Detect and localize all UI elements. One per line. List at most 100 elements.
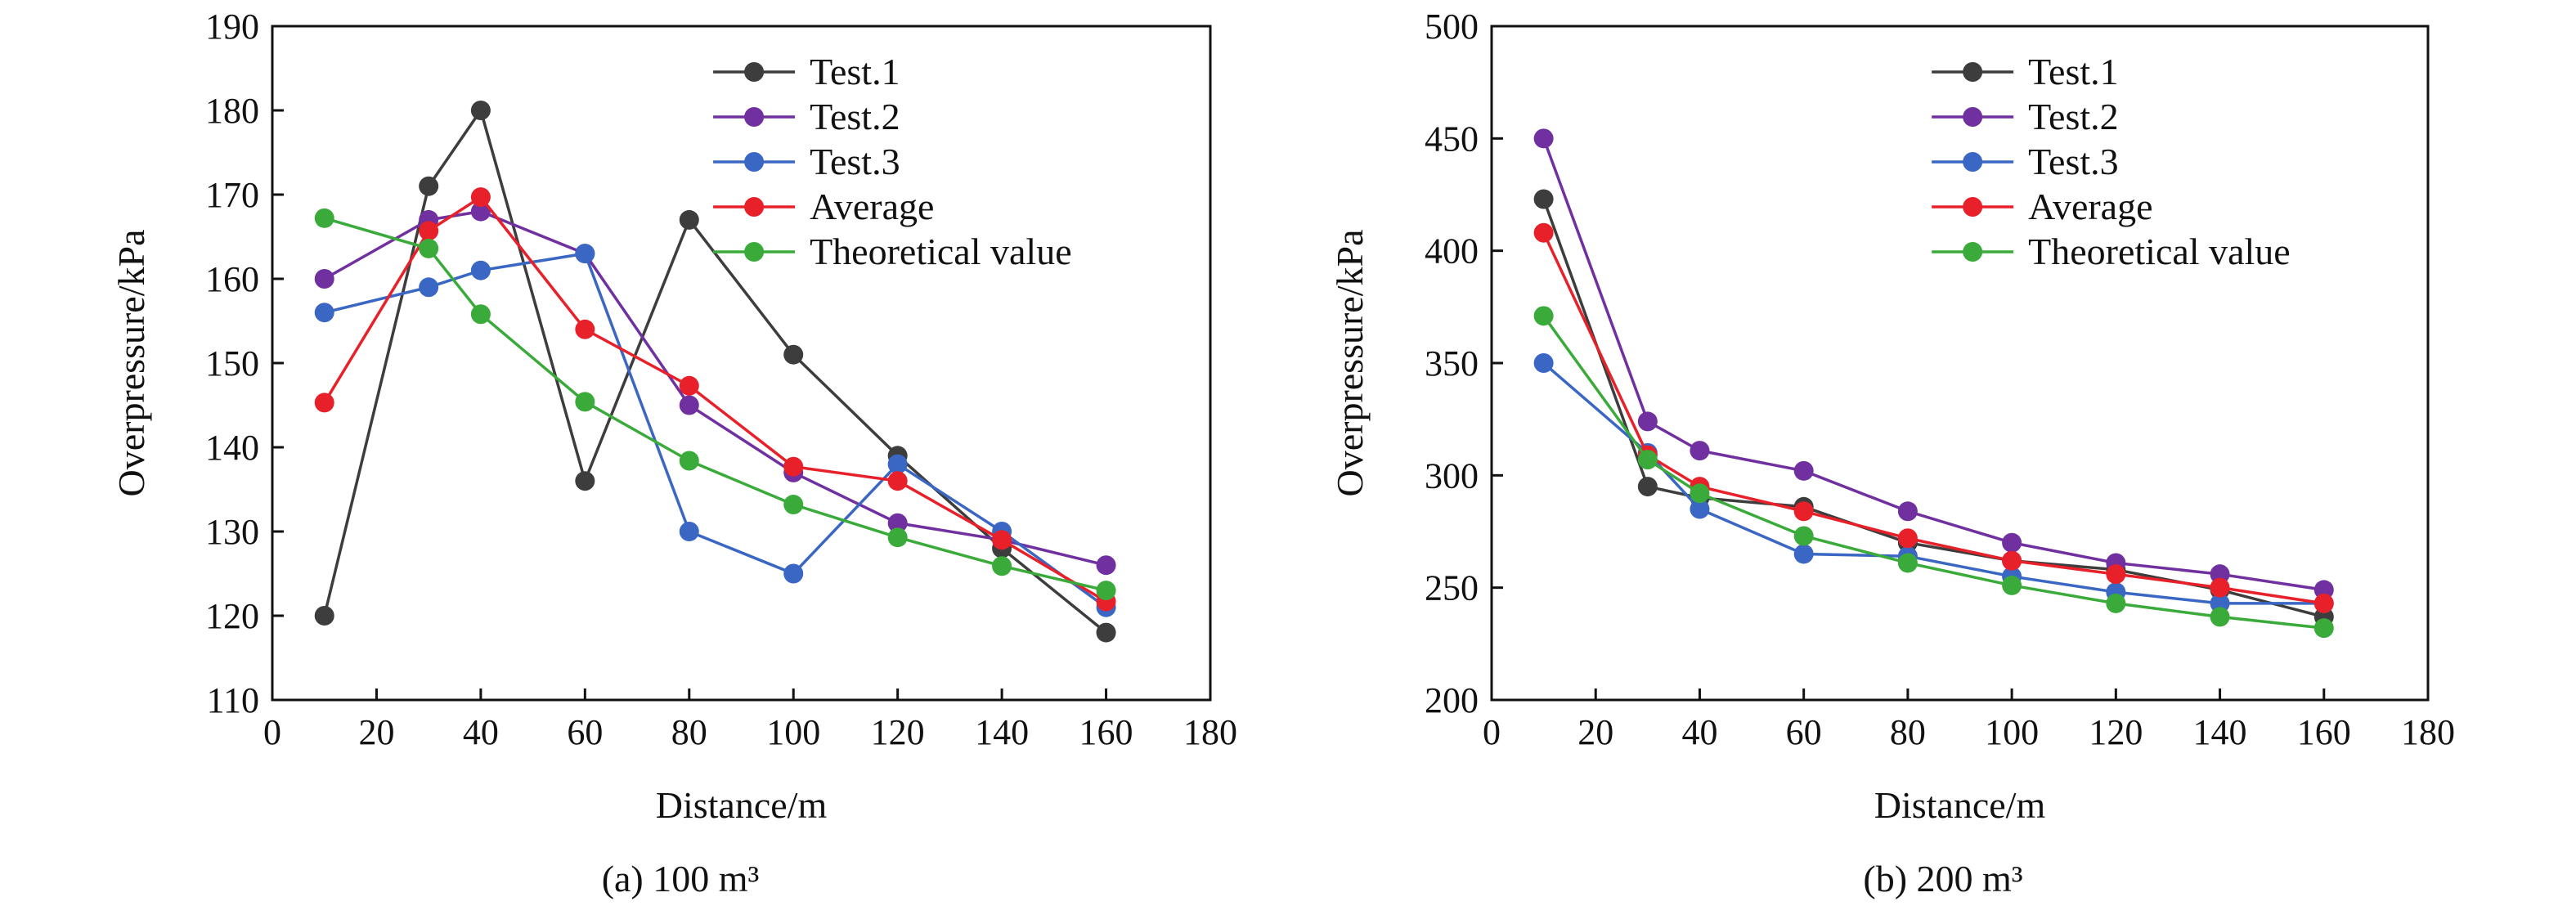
data-point (1793, 526, 1814, 546)
data-point (783, 563, 804, 584)
y-tick-label: 500 (1425, 7, 1479, 47)
x-tick-label: 40 (1681, 712, 1717, 752)
data-point (1897, 501, 1918, 522)
data-point (1533, 353, 1554, 373)
data-point (1637, 411, 1658, 432)
data-point (887, 513, 908, 533)
data-point (1533, 306, 1554, 326)
data-point (679, 375, 699, 396)
legend-marker (1963, 152, 1983, 172)
data-point (2002, 575, 2022, 595)
legend-marker (744, 152, 765, 172)
legend-marker (744, 197, 765, 217)
data-point (679, 209, 699, 230)
legend-label: Theoretical value (2028, 231, 2291, 272)
data-point (783, 456, 804, 477)
data-point (2210, 577, 2230, 598)
legend-label: Average (2028, 186, 2152, 227)
y-tick-label: 140 (205, 428, 259, 468)
chart-1: 0 20 40 60 80 100 120 140 160 180 200 250 300 350 400 4… (1329, 7, 2455, 899)
data-point (2313, 618, 2334, 639)
y-tick-label: 350 (1425, 343, 1479, 383)
data-point (1793, 460, 1814, 481)
data-point (575, 319, 595, 339)
data-point (419, 221, 439, 241)
x-tick-label: 120 (871, 712, 925, 752)
data-point (2313, 593, 2334, 613)
y-tick-label: 450 (1425, 119, 1479, 159)
legend-label: Theoretical value (810, 231, 1072, 272)
legend-marker (1963, 107, 1983, 127)
x-tick-label: 140 (975, 712, 1029, 752)
legend-marker (1963, 197, 1983, 217)
data-point (1533, 189, 1554, 209)
y-tick-label: 300 (1425, 455, 1479, 496)
data-point (1637, 450, 1658, 470)
legend-marker (744, 107, 765, 127)
data-point (1690, 441, 1710, 461)
legend-label: Test.2 (2028, 96, 2119, 137)
data-point (1096, 581, 1116, 601)
data-point (783, 344, 804, 365)
data-point (1690, 483, 1710, 504)
legend-label: Test.1 (2028, 51, 2119, 92)
data-point (887, 527, 908, 548)
y-tick-label: 190 (205, 7, 259, 47)
x-tick-label: 100 (766, 712, 820, 752)
data-point (470, 187, 491, 208)
legend-marker (1963, 242, 1983, 262)
y-tick-label: 170 (205, 175, 259, 215)
series-line (323, 106, 1107, 634)
data-point (575, 471, 595, 491)
data-point (314, 606, 334, 626)
y-tick-label: 180 (205, 91, 259, 131)
legend-label: Test.3 (810, 141, 900, 182)
x-tick-label: 80 (671, 712, 707, 752)
data-point (992, 556, 1012, 576)
plot-frame (271, 25, 1212, 702)
y-tick-label: 130 (205, 512, 259, 552)
data-point (314, 208, 334, 228)
legend-label: Test.2 (810, 96, 900, 137)
y-tick-label: 150 (205, 343, 259, 383)
data-point (419, 176, 439, 196)
series-line (1542, 315, 2324, 630)
y-tick-label: 400 (1425, 231, 1479, 271)
data-point (314, 392, 334, 413)
x-tick-label: 180 (2401, 712, 2455, 752)
y-tick-label: 160 (205, 259, 259, 299)
data-point (1096, 555, 1116, 576)
x-tick-label: 60 (1786, 712, 1822, 752)
data-point (419, 277, 439, 298)
data-point (1096, 622, 1116, 643)
x-tick-label: 160 (2297, 712, 2351, 752)
data-point (2002, 550, 2022, 571)
x-tick-label: 80 (1890, 712, 1926, 752)
legend-label: Average (810, 186, 934, 227)
data-point (783, 495, 804, 515)
x-tick-label: 60 (567, 712, 603, 752)
data-point (1690, 499, 1710, 519)
x-tick-label: 140 (2193, 712, 2247, 752)
data-point (887, 454, 908, 474)
y-axis-title: Overpressure/kPa (110, 229, 152, 496)
legend-marker (1963, 62, 1983, 82)
data-point (2210, 564, 2230, 585)
data-point (679, 395, 699, 415)
y-tick-label: 200 (1425, 680, 1479, 720)
legend-label: Test.3 (2028, 141, 2119, 182)
x-tick-label: 0 (263, 712, 281, 752)
legend-marker (744, 242, 765, 262)
x-tick-label: 180 (1183, 712, 1237, 752)
x-tick-label: 100 (1985, 712, 2039, 752)
data-point (887, 471, 908, 491)
x-axis-title: Distance/m (656, 784, 828, 826)
y-tick-label: 250 (1425, 568, 1479, 608)
figure-caption: (b) 200 m³ (1863, 858, 2022, 899)
data-point (575, 392, 595, 412)
data-point (2106, 564, 2126, 585)
y-axis-title: Overpressure/kPa (1329, 229, 1371, 496)
data-point (575, 244, 595, 264)
data-point (679, 522, 699, 541)
